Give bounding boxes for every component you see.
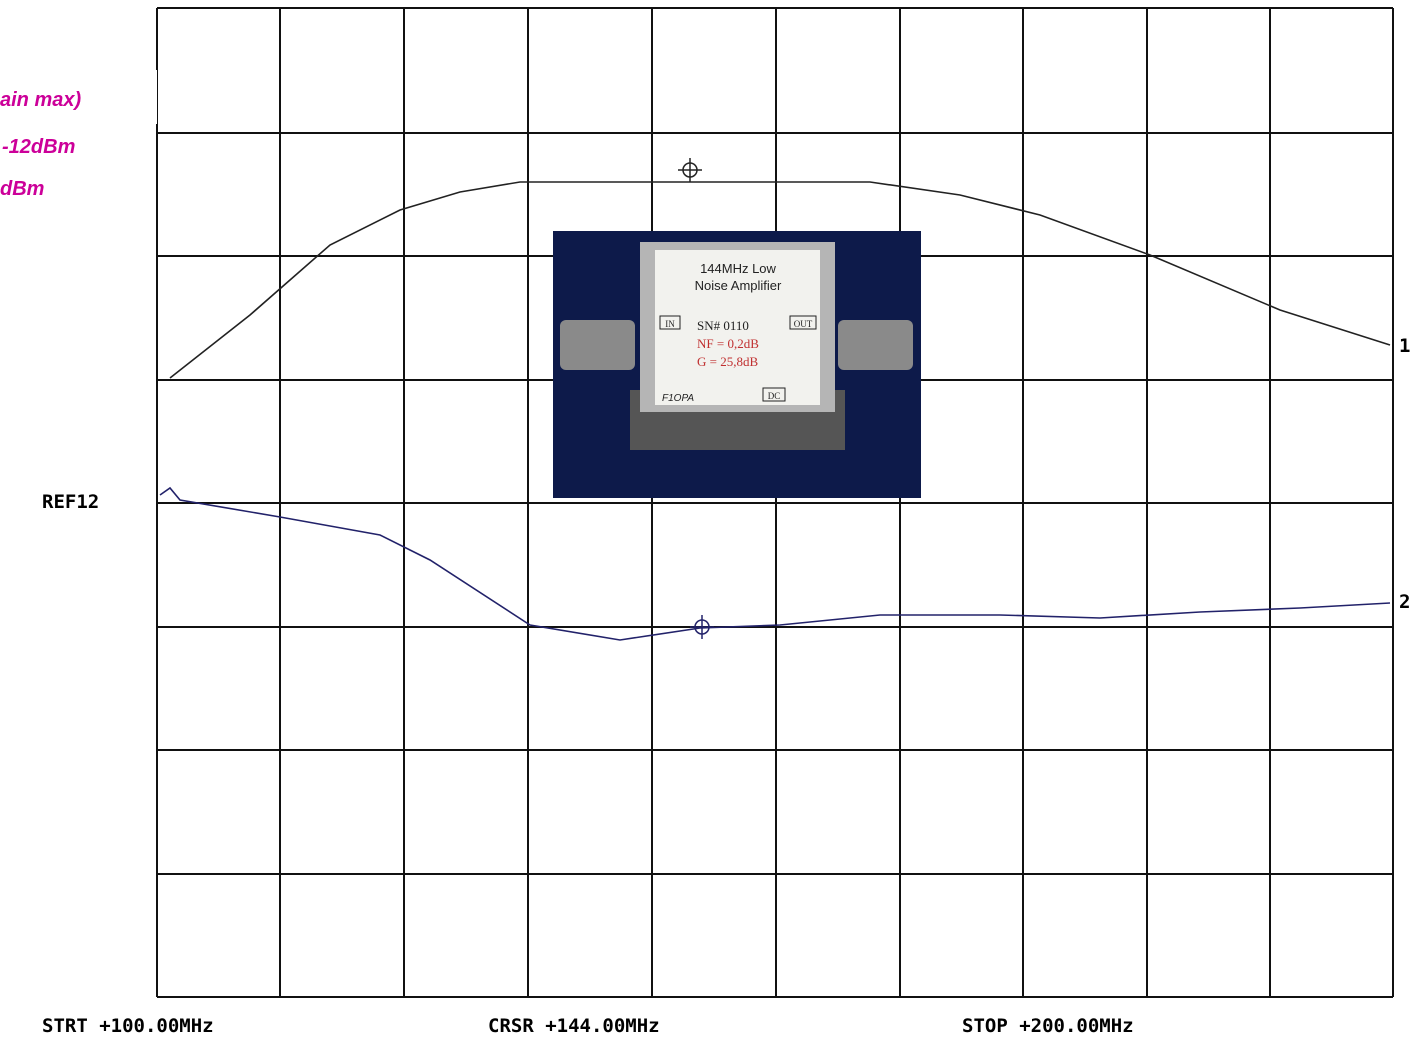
grid xyxy=(157,8,1393,997)
photo-text: 144MHz Low xyxy=(700,261,776,276)
trace-label: 1 xyxy=(1399,335,1410,357)
page: {"header": {"lines": ["ain max)", "-12dB… xyxy=(0,0,1411,1040)
note: ain max) xyxy=(0,89,81,111)
photo-text: G = 25,8dB xyxy=(697,354,758,369)
photo-text: IN xyxy=(665,319,675,329)
note: dBm xyxy=(0,178,44,200)
note: -12dBm xyxy=(2,136,75,158)
start-freq: STRT +100.00MHz xyxy=(42,1015,214,1037)
cursor-marker xyxy=(678,158,702,182)
photo-text: DC xyxy=(768,391,781,401)
photo-text: SN# 0110 xyxy=(697,318,749,333)
photo: 144MHz Low Noise Amplifier IN OUT SN# 01… xyxy=(553,231,921,498)
photo-text: F1OPA xyxy=(662,393,694,404)
photo-text: Noise Amplifier xyxy=(695,278,782,293)
stop-freq: STOP +200.00MHz xyxy=(962,1015,1134,1037)
screen: ain max) -12dBm dBm REF12 1 2 STRT +100.… xyxy=(0,0,1411,1040)
cursor-freq: CRSR +144.00MHz xyxy=(488,1015,660,1037)
cursor-marker xyxy=(690,615,714,639)
photo-text: NF = 0,2dB xyxy=(697,336,759,351)
ref-label: REF12 xyxy=(42,491,99,513)
trace-label: 2 xyxy=(1399,591,1410,613)
photo-text: OUT xyxy=(794,319,813,329)
